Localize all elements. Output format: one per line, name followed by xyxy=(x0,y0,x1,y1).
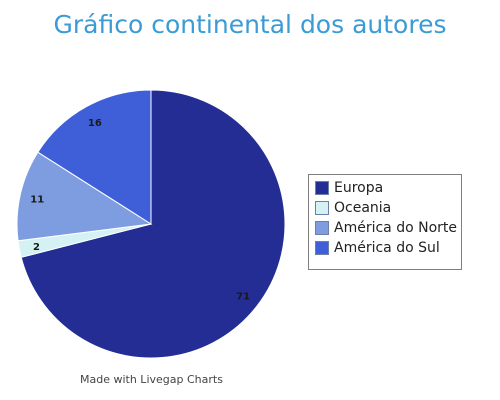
pie-label-europa: 71 xyxy=(236,291,250,302)
pie-label-américa-do-sul: 16 xyxy=(88,118,102,129)
legend-label: Oceania xyxy=(334,200,392,216)
pie-label-oceania: 2 xyxy=(33,242,40,253)
pie-slice-américa-do-norte[interactable] xyxy=(16,151,153,242)
legend-label: América do Sul xyxy=(334,240,440,256)
legend-item-américa-do-norte[interactable]: América do Norte xyxy=(309,218,461,238)
pie-label-américa-do-norte: 11 xyxy=(30,195,44,206)
legend-swatch xyxy=(315,241,329,255)
legend-item-oceania[interactable]: Oceania xyxy=(309,198,461,218)
legend-label: Europa xyxy=(334,180,384,196)
legend-swatch xyxy=(315,201,329,215)
legend-label: América do Norte xyxy=(334,220,457,236)
pie-slice-américa-do-sul[interactable] xyxy=(37,89,152,225)
legend-swatch xyxy=(315,181,329,195)
legend-item-américa-do-sul[interactable]: América do Sul xyxy=(309,238,461,258)
legend-swatch xyxy=(315,221,329,235)
chart-legend: Europa Oceania América do Norte América do … xyxy=(308,174,462,270)
chart-title: Gráfico continental dos autores xyxy=(53,10,447,39)
pie-slice-europa[interactable] xyxy=(20,89,286,359)
legend-item-europa[interactable]: Europa xyxy=(309,178,461,198)
footer-credit: Made with Livegap Charts xyxy=(80,373,223,386)
